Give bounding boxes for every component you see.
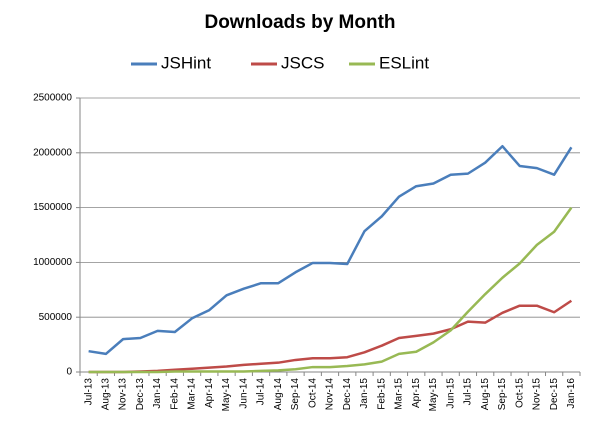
x-tick-label: Apr-14 bbox=[204, 378, 215, 408]
x-tick-label: May-14 bbox=[221, 378, 232, 412]
x-tick-label: Mar-15 bbox=[394, 378, 405, 410]
y-tick-label: 2500000 bbox=[33, 93, 72, 104]
x-tick-label: Jul-15 bbox=[463, 378, 474, 406]
x-tick-label: Nov-14 bbox=[325, 378, 336, 411]
x-tick-label: Jul-14 bbox=[256, 378, 267, 406]
y-tick-label: 1500000 bbox=[33, 202, 72, 213]
x-tick-label: Aug-14 bbox=[273, 378, 284, 411]
x-tick-label: Aug-13 bbox=[101, 378, 112, 411]
series-line bbox=[88, 299, 573, 374]
y-tick-label: 2000000 bbox=[33, 147, 72, 158]
x-tick-label: Sep-15 bbox=[497, 378, 508, 411]
x-tick-label: Mar-14 bbox=[187, 378, 198, 410]
y-tick-label: 0 bbox=[66, 367, 72, 378]
x-tick-label: Oct-14 bbox=[307, 378, 318, 408]
x-tick-label: Jan-15 bbox=[359, 378, 370, 409]
x-tick-label: Apr-15 bbox=[411, 378, 422, 408]
y-tick-label: 1000000 bbox=[33, 257, 72, 268]
x-tick-label: Jun-14 bbox=[238, 378, 249, 409]
series-line bbox=[88, 144, 573, 356]
x-tick-label: Feb-14 bbox=[169, 378, 180, 410]
legend-label: ESLint bbox=[379, 53, 429, 72]
legend-label: JSCS bbox=[281, 53, 324, 72]
x-tick-label: Sep-14 bbox=[290, 378, 301, 411]
x-tick-label: Aug-15 bbox=[480, 378, 491, 411]
x-tick-label: Nov-13 bbox=[118, 378, 129, 411]
series-line bbox=[88, 206, 573, 374]
y-tick-label: 500000 bbox=[39, 312, 73, 323]
x-tick-label: Oct-15 bbox=[514, 378, 525, 408]
x-tick-label: Dec-15 bbox=[549, 378, 560, 411]
x-tick-label: Dec-14 bbox=[342, 378, 353, 411]
x-tick-label: Dec-13 bbox=[135, 378, 146, 411]
legend-label: JSHint bbox=[161, 53, 211, 72]
x-tick-label: May-15 bbox=[428, 378, 439, 412]
x-tick-label: Nov-15 bbox=[532, 378, 543, 411]
x-tick-label: Jul-13 bbox=[83, 378, 94, 406]
x-tick-label: Feb-15 bbox=[376, 378, 387, 410]
x-tick-label: Jan-14 bbox=[152, 378, 163, 409]
x-tick-label: Jun-15 bbox=[445, 378, 456, 409]
x-tick-label: Jan-16 bbox=[566, 378, 577, 409]
chart-title: Downloads by Month bbox=[204, 12, 395, 33]
